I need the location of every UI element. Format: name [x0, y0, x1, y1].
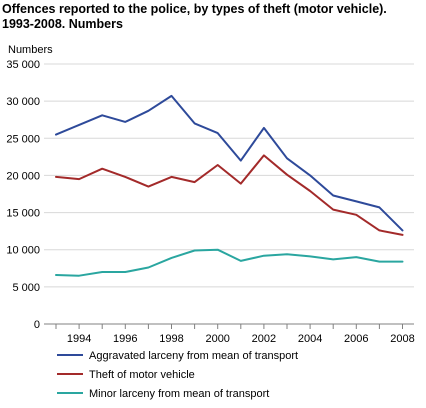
x-tick-label: 2008	[390, 333, 414, 345]
series-line-2	[55, 154, 404, 236]
y-tick-label: 25 000	[6, 133, 40, 145]
x-tick-label: 1998	[159, 333, 183, 345]
y-tick-label: 15 000	[6, 208, 40, 220]
series-lines	[55, 94, 404, 277]
chart-title-line-1: Offences reported to the police, by type…	[2, 2, 387, 16]
legend-label: Minor larceny from mean of transport	[89, 388, 269, 400]
x-tick-label: 2002	[252, 333, 276, 345]
gridlines	[44, 63, 414, 325]
y-axis-label: Numbers	[8, 44, 53, 56]
chart-title-line-2: 1993-2008. Numbers	[2, 17, 123, 31]
x-axis: 1994 1996 1998 2000 2002 2004 2006 2008	[55, 324, 415, 345]
y-tick-label: 10 000	[6, 245, 40, 257]
y-tick-label: 0	[34, 319, 40, 331]
series-line-3	[55, 248, 404, 277]
y-axis-ticks: 0 5 000 10 000 15 000 20 000 25 000 30 000 35 0…	[6, 59, 40, 331]
legend-label: Aggravated larceny from mean of transpor…	[89, 350, 298, 362]
chart-title: Offences reported to the police, by type…	[2, 2, 422, 32]
x-tick-label: 2004	[298, 333, 322, 345]
legend: Aggravated larceny from mean of transpor…	[57, 350, 298, 400]
series-line-1	[55, 94, 404, 232]
y-tick-label: 5 000	[12, 282, 40, 294]
y-tick-label: 20 000	[6, 170, 40, 182]
y-tick-label: 35 000	[6, 59, 40, 71]
y-tick-label: 30 000	[6, 96, 40, 108]
x-tick-label: 1994	[67, 333, 91, 345]
x-tick-label: 2000	[205, 333, 229, 345]
x-tick-label: 2006	[344, 333, 368, 345]
legend-label: Theft of motor vehicle	[89, 369, 195, 381]
x-tick-label: 1996	[113, 333, 137, 345]
